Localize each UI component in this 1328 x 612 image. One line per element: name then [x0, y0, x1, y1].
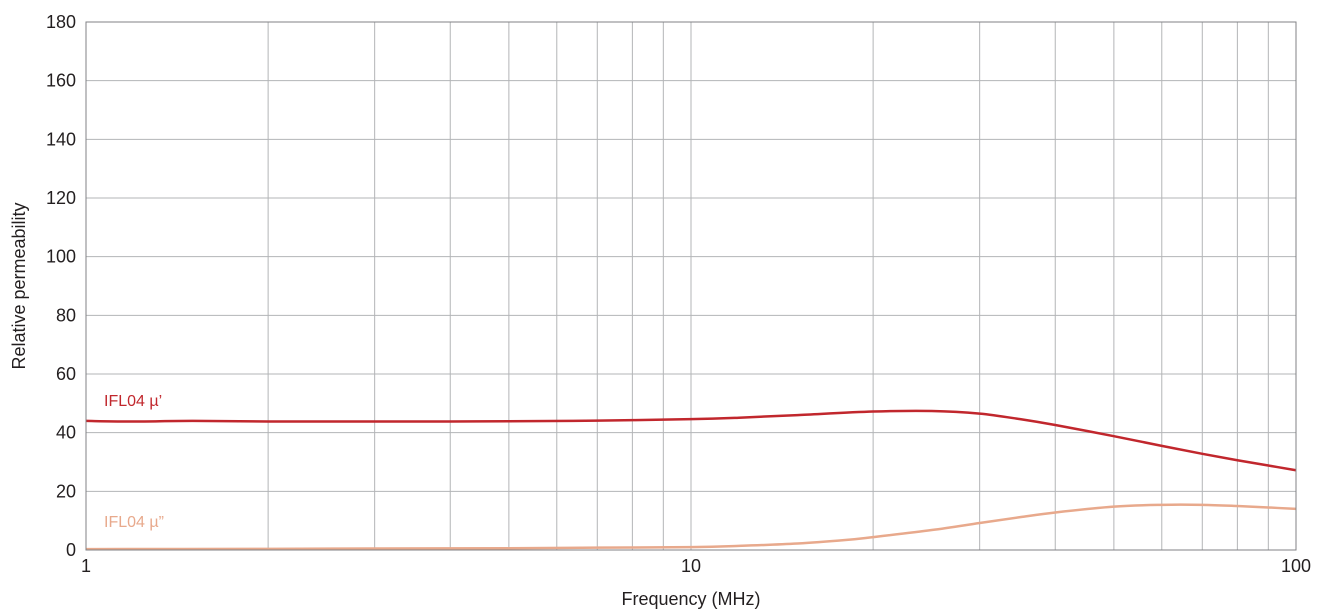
series-labels: IFL04 µ’ IFL04 µ”: [104, 393, 164, 531]
y-tick-label: 180: [46, 12, 76, 32]
x-tick-label: 10: [681, 556, 701, 576]
y-tick-label: 0: [66, 540, 76, 560]
series-label-2: IFL04 µ”: [104, 514, 164, 531]
y-tick-label: 160: [46, 71, 76, 91]
y-tick-label: 40: [56, 423, 76, 443]
series-line-2: [85, 503, 1297, 551]
y-axis-title: Relative permeability: [9, 202, 29, 369]
y-tick-label: 60: [56, 364, 76, 384]
x-tick-label: 100: [1281, 556, 1311, 576]
x-tick-label: 1: [81, 556, 91, 576]
x-axis-title: Frequency (MHz): [621, 589, 760, 609]
plot-area-frame: [85, 21, 1297, 551]
series-line-1: [85, 409, 1297, 472]
y-tick-label: 20: [56, 481, 76, 501]
series-label-1: IFL04 µ’: [104, 393, 162, 410]
y-tick-label: 100: [46, 247, 76, 267]
y-tick-label: 120: [46, 188, 76, 208]
y-tick-label: 80: [56, 305, 76, 325]
tick-labels: 0 20 40 60 80 100 120 140 160 180 1 10 100: [46, 12, 1311, 576]
y-tick-label: 140: [46, 129, 76, 149]
grid: [85, 21, 1297, 551]
series-layer: [85, 409, 1297, 551]
